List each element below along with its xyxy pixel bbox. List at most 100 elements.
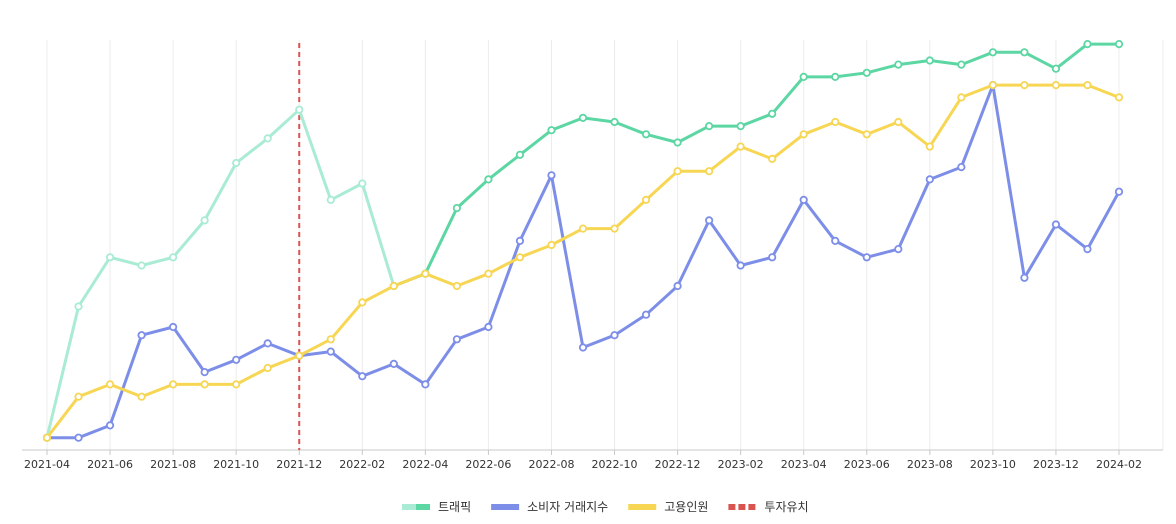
- data-point[interactable]: [925, 56, 934, 65]
- data-point[interactable]: [988, 81, 997, 90]
- data-point[interactable]: [988, 48, 997, 57]
- data-point[interactable]: [137, 331, 146, 340]
- data-point[interactable]: [169, 253, 178, 262]
- data-point[interactable]: [673, 167, 682, 176]
- data-point[interactable]: [673, 281, 682, 291]
- data-point[interactable]: [326, 347, 335, 356]
- data-point[interactable]: [610, 331, 619, 340]
- data-point[interactable]: [1020, 48, 1029, 57]
- data-point[interactable]: [515, 253, 525, 262]
- legend-item-3[interactable]: 투자유치: [728, 500, 809, 514]
- data-point[interactable]: [1020, 81, 1029, 90]
- data-point[interactable]: [957, 93, 966, 102]
- data-point[interactable]: [768, 154, 777, 163]
- data-point[interactable]: [232, 380, 241, 389]
- data-point[interactable]: [547, 171, 556, 180]
- data-point[interactable]: [232, 158, 241, 168]
- data-point[interactable]: [894, 245, 903, 254]
- data-point[interactable]: [705, 167, 714, 176]
- data-point[interactable]: [957, 163, 966, 172]
- data-point[interactable]: [705, 122, 714, 131]
- data-point[interactable]: [263, 363, 272, 373]
- data-point[interactable]: [862, 68, 871, 77]
- data-point[interactable]: [137, 261, 146, 270]
- data-point[interactable]: [389, 359, 398, 368]
- data-point[interactable]: [578, 113, 588, 123]
- data-point[interactable]: [736, 122, 745, 131]
- data-point[interactable]: [768, 253, 777, 262]
- data-point[interactable]: [862, 130, 871, 139]
- data-point[interactable]: [358, 179, 367, 188]
- data-point[interactable]: [578, 343, 588, 352]
- data-point[interactable]: [200, 367, 209, 377]
- data-point[interactable]: [200, 216, 209, 225]
- data-point[interactable]: [295, 351, 304, 360]
- data-point[interactable]: [169, 380, 178, 389]
- data-point[interactable]: [1114, 39, 1124, 49]
- data-point[interactable]: [232, 355, 241, 364]
- data-point[interactable]: [1083, 81, 1092, 90]
- data-point[interactable]: [74, 433, 83, 442]
- data-point[interactable]: [200, 380, 209, 389]
- data-point[interactable]: [768, 109, 777, 118]
- data-point[interactable]: [641, 195, 651, 204]
- data-point[interactable]: [1083, 39, 1092, 49]
- data-point[interactable]: [326, 335, 335, 344]
- data-point[interactable]: [1020, 273, 1029, 282]
- data-point[interactable]: [578, 224, 588, 233]
- data-point[interactable]: [547, 126, 556, 135]
- legend[interactable]: 트래픽 소비자 거래지수 고용인원 투자유치: [402, 500, 809, 514]
- data-point[interactable]: [137, 392, 146, 401]
- data-point[interactable]: [105, 380, 115, 389]
- data-point[interactable]: [862, 253, 871, 262]
- data-point[interactable]: [799, 195, 808, 204]
- data-point[interactable]: [169, 322, 178, 332]
- data-point[interactable]: [484, 175, 493, 184]
- data-point[interactable]: [641, 310, 651, 319]
- data-point[interactable]: [452, 204, 461, 213]
- data-point[interactable]: [263, 134, 272, 143]
- data-point[interactable]: [957, 60, 966, 69]
- data-point[interactable]: [1114, 93, 1124, 102]
- data-point[interactable]: [736, 142, 745, 151]
- data-point[interactable]: [831, 117, 840, 127]
- data-point[interactable]: [894, 117, 903, 127]
- data-point[interactable]: [358, 372, 367, 381]
- data-point[interactable]: [673, 138, 682, 147]
- data-point[interactable]: [894, 60, 903, 69]
- data-point[interactable]: [831, 236, 840, 245]
- data-point[interactable]: [547, 240, 556, 250]
- data-point[interactable]: [610, 117, 619, 127]
- legend-item-0[interactable]: 트래픽: [402, 500, 471, 514]
- data-point[interactable]: [925, 175, 934, 184]
- data-point[interactable]: [295, 105, 304, 114]
- data-point[interactable]: [452, 281, 461, 291]
- data-point[interactable]: [42, 433, 52, 442]
- data-point[interactable]: [799, 72, 808, 82]
- data-point[interactable]: [736, 261, 745, 270]
- data-point[interactable]: [515, 150, 525, 159]
- data-point[interactable]: [705, 216, 714, 225]
- legend-item-1[interactable]: 소비자 거래지수: [491, 500, 608, 514]
- data-point[interactable]: [610, 224, 619, 233]
- data-point[interactable]: [641, 130, 651, 139]
- data-point[interactable]: [358, 298, 367, 307]
- data-point[interactable]: [263, 339, 272, 348]
- legend-item-2[interactable]: 고용인원: [628, 500, 708, 514]
- data-point[interactable]: [74, 302, 83, 311]
- data-point[interactable]: [421, 269, 430, 278]
- data-point[interactable]: [74, 392, 83, 401]
- data-point[interactable]: [452, 335, 461, 344]
- data-point[interactable]: [1051, 81, 1061, 90]
- data-point[interactable]: [389, 281, 398, 291]
- data-point[interactable]: [799, 130, 808, 139]
- data-point[interactable]: [421, 380, 430, 389]
- data-point[interactable]: [484, 322, 493, 332]
- data-point[interactable]: [831, 72, 840, 82]
- data-point[interactable]: [1051, 220, 1061, 229]
- data-point[interactable]: [105, 253, 115, 262]
- data-point[interactable]: [925, 142, 934, 151]
- data-point[interactable]: [1083, 245, 1092, 254]
- data-point[interactable]: [484, 269, 493, 278]
- data-point[interactable]: [1051, 64, 1061, 73]
